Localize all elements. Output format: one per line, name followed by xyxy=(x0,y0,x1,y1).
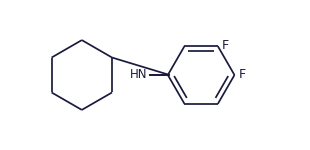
Text: F: F xyxy=(222,39,229,51)
Text: F: F xyxy=(238,69,246,81)
Text: HN: HN xyxy=(130,69,147,81)
